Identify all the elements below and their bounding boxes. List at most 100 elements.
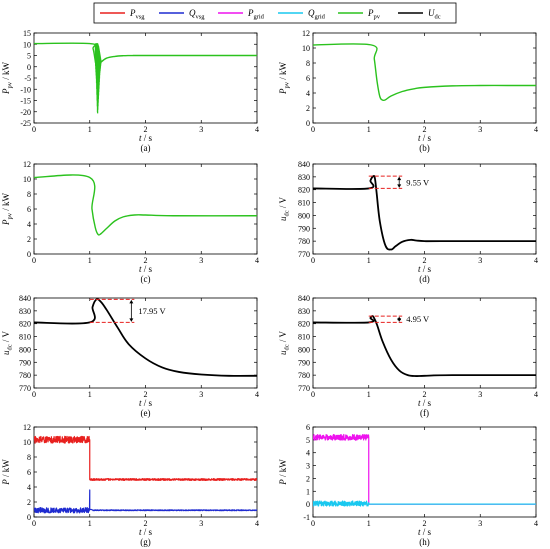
series-line-0 (34, 174, 257, 236)
y-axis-label-sub: pv (284, 81, 291, 88)
legend-label: Udc (428, 8, 441, 21)
x-tick-label: 0 (32, 519, 36, 528)
y-tick-label: 6 (306, 423, 310, 432)
x-axis-label-unit: / s (142, 133, 153, 143)
y-tick-label: 10 (23, 438, 31, 447)
series-line-0 (313, 174, 536, 251)
plot-frame (33, 163, 258, 255)
x-axis-label-unit: / s (142, 527, 153, 537)
panel-f: 0 1 2 3 4 770 780 790 800 810 820 830 840 t / s udc / … (278, 294, 538, 418)
x-tick-label: 3 (478, 256, 482, 265)
y-axis-label: P / kW (278, 459, 288, 486)
legend-label-sub: dc (435, 14, 441, 21)
y-tick-label: 840 (19, 294, 31, 303)
annotation-arrowhead-down (397, 184, 402, 188)
x-tick-label: 0 (311, 125, 315, 134)
y-tick-label: 830 (298, 173, 310, 182)
series-group (313, 174, 536, 251)
y-axis-label-sub: dc (284, 210, 291, 216)
y-tick-label: 1 (306, 487, 310, 496)
y-axis-label: Ppv / kW (278, 62, 291, 95)
y-tick-label: 790 (298, 358, 310, 367)
y-tick-label: 780 (19, 371, 31, 380)
y-axis-label: udc / V (278, 197, 291, 221)
y-tick-label: 8 (27, 190, 31, 199)
y-tick-label: 840 (298, 294, 310, 303)
x-tick-label: 4 (534, 519, 538, 528)
y-tick-label: 810 (19, 333, 31, 342)
y-tick-label: 12 (23, 423, 31, 432)
legend-label: Pvsg (129, 8, 145, 21)
x-axis-label: t / s (418, 398, 432, 408)
y-tick-label: 770 (298, 384, 310, 393)
x-tick-label: 1 (88, 256, 92, 265)
annotation-arrowhead-up (129, 299, 134, 304)
y-tick-label: 770 (19, 384, 31, 393)
x-tick-label: 0 (32, 125, 36, 134)
legend-label-sub: grid (315, 14, 326, 21)
x-axis-label: t / s (418, 527, 432, 537)
x-tick-label: 0 (32, 390, 36, 399)
x-tick-label: 2 (144, 390, 148, 399)
x-tick-label: 0 (311, 256, 315, 265)
y-axis-label: udc / V (278, 331, 291, 355)
annotation-arrowhead-up (397, 176, 402, 181)
x-axis-label: t / s (139, 398, 153, 408)
x-tick-label: 3 (478, 519, 482, 528)
series-group (313, 43, 536, 102)
x-tick-label: 1 (88, 125, 92, 134)
x-tick-label: 3 (478, 390, 482, 399)
x-tick-label: 0 (32, 256, 36, 265)
panel-e: 0 1 2 3 4 770 780 790 800 810 820 830 840 t / s udc / … (1, 294, 259, 418)
y-axis-label-sub: dc (284, 344, 291, 350)
y-axis-label-main: u (278, 350, 288, 355)
y-tick-label: 820 (298, 186, 310, 195)
x-tick-label: 2 (144, 519, 148, 528)
x-tick-label: 4 (255, 519, 259, 528)
y-tick-label: 12 (23, 160, 31, 169)
x-axis-label: t / s (139, 133, 153, 143)
legend-label: Ppv (367, 8, 381, 21)
y-tick-label: 4 (306, 89, 310, 98)
series-line-0 (313, 433, 536, 505)
legend-label-sub: vsg (196, 14, 206, 21)
series-group (34, 298, 257, 377)
panel-caption: (d) (419, 274, 430, 284)
x-tick-label: 3 (199, 519, 203, 528)
x-tick-label: 4 (255, 256, 259, 265)
legend-box (93, 2, 457, 24)
panel-caption: (h) (419, 537, 430, 547)
legend-label: Qgrid (308, 8, 326, 21)
legend-label: Qvsg (189, 8, 205, 21)
y-axis-label-main: P (278, 88, 288, 95)
x-axis-label: t / s (418, 133, 432, 143)
y-axis-label-unit: / V (278, 331, 288, 345)
y-axis-label-unit: / kW (1, 459, 11, 480)
y-tick-label: 0 (27, 250, 31, 259)
legend-label-main: Q (189, 8, 196, 18)
y-tick-label: 6 (27, 205, 31, 214)
legend-label-sub: pv (374, 14, 381, 21)
x-tick-label: 1 (88, 390, 92, 399)
panel-caption: (c) (141, 274, 151, 284)
y-tick-label: 6 (306, 74, 310, 83)
x-tick-label: 0 (311, 390, 315, 399)
y-axis-label-unit: / kW (1, 193, 11, 214)
y-tick-label: 0 (306, 119, 310, 128)
y-tick-label: 2 (306, 474, 310, 483)
y-axis-label-unit: / kW (1, 62, 11, 83)
y-tick-label: 770 (298, 250, 310, 259)
y-tick-label: 840 (298, 160, 310, 169)
x-tick-label: 1 (367, 390, 371, 399)
y-tick-label: 15 (23, 29, 31, 38)
y-tick-label: 810 (298, 199, 310, 208)
y-tick-label: 5 (27, 52, 31, 61)
series-line-1 (34, 489, 257, 514)
y-tick-label: 830 (298, 307, 310, 316)
y-tick-label: 12 (302, 29, 310, 38)
y-tick-label: 820 (19, 320, 31, 329)
